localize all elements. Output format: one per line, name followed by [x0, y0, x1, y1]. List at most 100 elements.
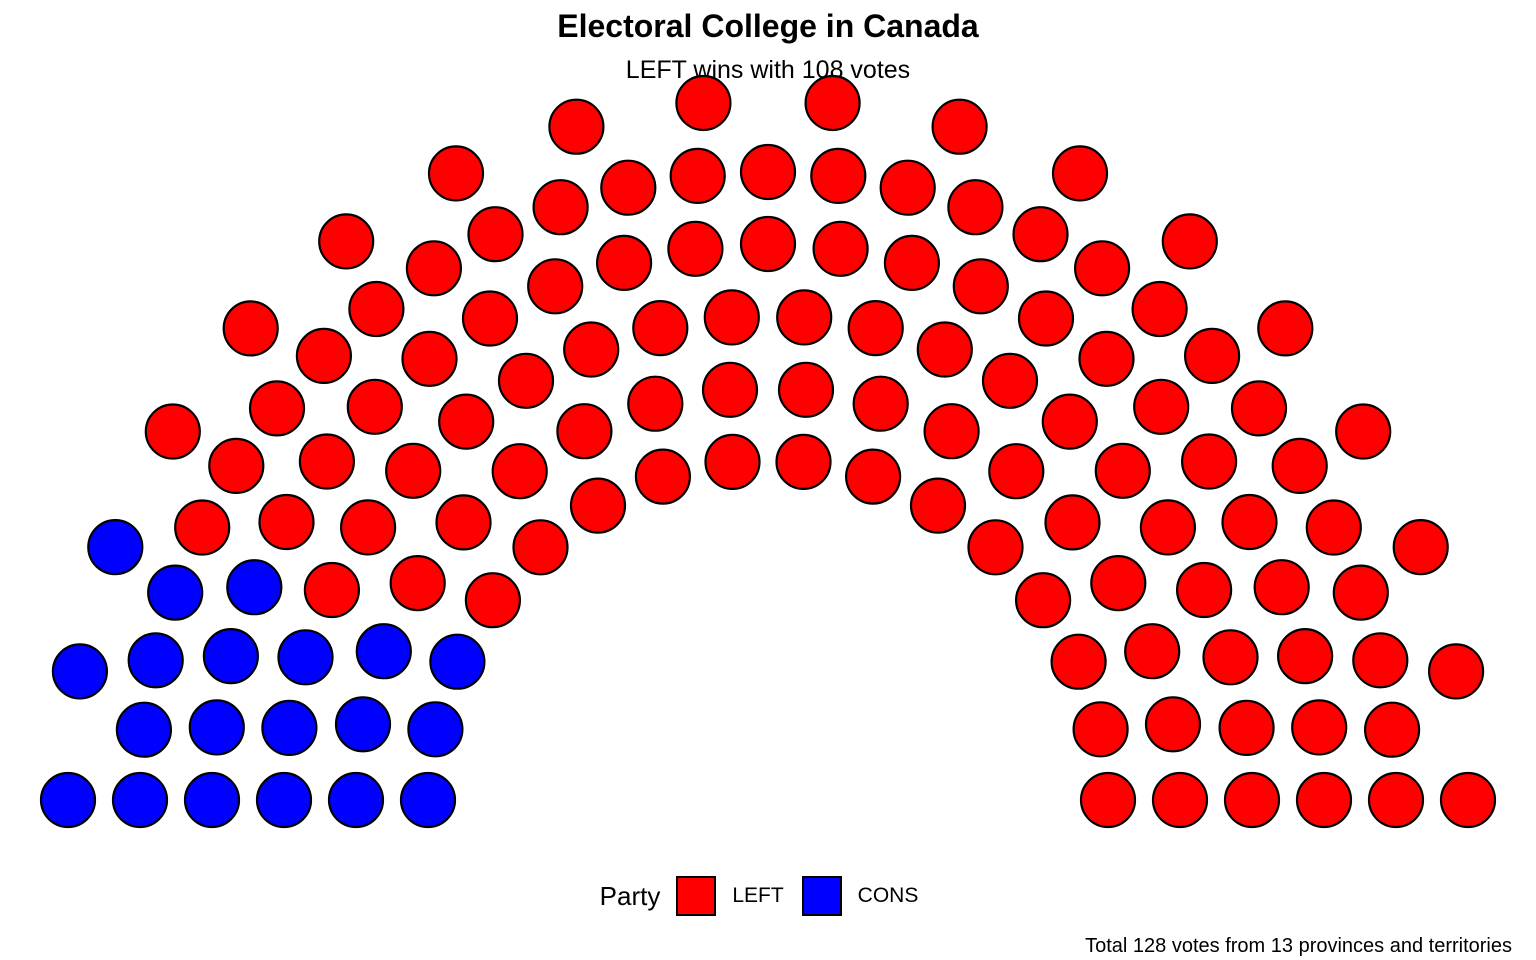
- seat-left: [438, 393, 495, 450]
- seat-left: [632, 300, 689, 357]
- seat-left: [512, 519, 569, 576]
- seat-cons: [115, 701, 172, 758]
- seat-cons: [188, 699, 245, 756]
- seat-left: [775, 433, 832, 490]
- seat-left: [1271, 437, 1328, 494]
- seat-left: [248, 380, 306, 437]
- seat-left: [1161, 213, 1218, 270]
- seat-cons: [255, 771, 313, 829]
- seat-left: [1180, 433, 1238, 490]
- seat-left: [1051, 145, 1109, 202]
- seat-left: [1291, 699, 1348, 756]
- seat-left: [909, 477, 967, 534]
- seat-cons: [407, 701, 464, 758]
- seat-left: [532, 179, 589, 236]
- legend-label-cons: CONS: [857, 884, 919, 907]
- seat-left: [222, 300, 279, 357]
- seat-left: [340, 499, 397, 556]
- seat-cons: [277, 629, 334, 686]
- seat-left: [1253, 559, 1310, 616]
- seat-left: [1363, 701, 1421, 758]
- seat-left: [548, 98, 605, 155]
- seat-left: [1223, 771, 1281, 829]
- seat-left: [667, 220, 724, 277]
- seat-left: [1079, 771, 1137, 829]
- seat-left: [497, 352, 555, 409]
- seat-left: [1050, 633, 1107, 690]
- seat-left: [967, 519, 1024, 576]
- seat-left: [739, 215, 797, 273]
- seat-cons: [226, 559, 283, 616]
- seat-left: [1439, 771, 1497, 829]
- legend-item-cons: CONS: [801, 876, 919, 916]
- seat-left: [1202, 629, 1259, 686]
- seat-cons: [261, 699, 318, 757]
- seat-left: [1175, 561, 1233, 619]
- seat-left: [981, 352, 1039, 409]
- seat-left: [427, 145, 485, 202]
- seat-left: [385, 442, 442, 499]
- seat-left: [669, 147, 726, 204]
- seat-left: [1012, 206, 1069, 263]
- seat-left: [527, 258, 584, 315]
- seat-cons: [111, 771, 169, 829]
- seat-left: [1090, 554, 1147, 612]
- seat-left: [1352, 632, 1409, 689]
- seat-left: [1144, 696, 1202, 753]
- seat-left: [1230, 380, 1288, 437]
- seat-left: [704, 433, 761, 490]
- seat-left: [916, 321, 973, 378]
- seat-left: [258, 493, 315, 551]
- seat-left: [883, 234, 941, 291]
- seat-left: [389, 554, 446, 612]
- seat-left: [1014, 572, 1072, 629]
- seat-left: [988, 443, 1045, 500]
- seat-cons: [87, 518, 144, 576]
- seat-left: [1305, 499, 1362, 556]
- seat-left: [1131, 280, 1188, 338]
- seat-left: [346, 378, 403, 435]
- seat-left: [435, 494, 492, 551]
- seat-left: [777, 361, 835, 418]
- seat-left: [491, 443, 548, 500]
- seat-left: [1427, 643, 1485, 700]
- seat-cons: [334, 696, 392, 753]
- seat-left: [556, 403, 613, 460]
- seat-left: [1367, 771, 1425, 829]
- seat-left: [461, 290, 519, 347]
- seat-left: [1218, 699, 1275, 757]
- seat-left: [810, 147, 867, 204]
- seat-left: [600, 159, 657, 216]
- seat-left: [879, 159, 936, 216]
- legend: Party LEFT CONS: [0, 876, 1536, 916]
- seat-cons: [327, 771, 385, 829]
- seat-left: [952, 258, 1009, 315]
- seat-left: [1257, 300, 1314, 357]
- legend-label-left: LEFT: [732, 884, 784, 907]
- seat-left: [703, 289, 760, 346]
- seat-cons: [147, 564, 204, 621]
- seat-left: [634, 448, 692, 505]
- seat-cons: [429, 633, 486, 690]
- seat-left: [318, 213, 375, 270]
- seat-left: [467, 206, 524, 263]
- seat-left: [931, 98, 988, 155]
- chart-subtitle: LEFT wins with 108 votes: [625, 56, 911, 84]
- seat-left: [1017, 290, 1075, 347]
- seat-left: [1133, 378, 1190, 435]
- seat-left: [401, 330, 458, 387]
- seat-left: [812, 220, 869, 277]
- seat-left: [563, 321, 620, 378]
- seat-left: [1221, 493, 1278, 551]
- seat-left: [1335, 403, 1392, 460]
- seat-left: [1078, 330, 1135, 387]
- seat-left: [569, 477, 627, 534]
- seat-cons: [183, 771, 241, 829]
- seat-left: [776, 289, 833, 346]
- seat-left: [144, 403, 201, 460]
- seat-cons: [355, 623, 412, 680]
- seat-left: [852, 375, 909, 432]
- seat-left: [1183, 327, 1241, 384]
- seat-left: [348, 280, 405, 338]
